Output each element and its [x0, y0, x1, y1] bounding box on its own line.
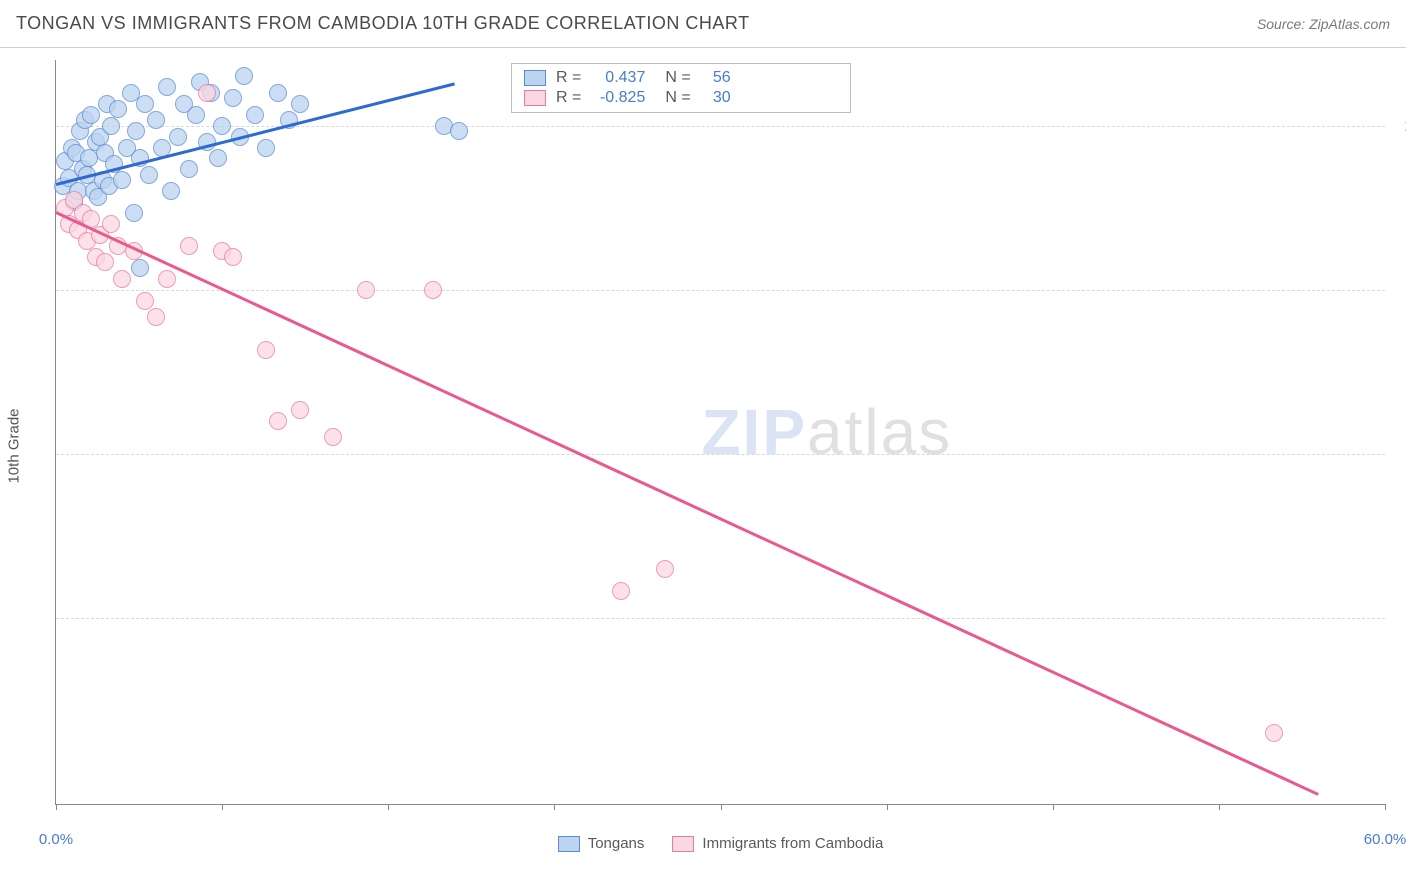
n-value-cambodia: 30 [701, 89, 731, 107]
data-point-tongans [235, 67, 253, 85]
data-point-tongans [109, 100, 127, 118]
x-tick-mark [56, 804, 57, 810]
data-point-tongans [131, 259, 149, 277]
gridline-h [56, 126, 1385, 127]
y-tick-label: 55.0% [1395, 610, 1406, 627]
data-point-cambodia [257, 341, 275, 359]
data-point-tongans [147, 111, 165, 129]
y-axis-label: 10th Grade [6, 408, 23, 483]
watermark-zip: ZIP [701, 396, 807, 468]
data-point-cambodia [224, 248, 242, 266]
y-tick-label: 100.0% [1395, 117, 1406, 134]
gridline-h [56, 290, 1385, 291]
watermark: ZIPatlas [701, 395, 952, 469]
y-tick-label: 70.0% [1395, 445, 1406, 462]
data-point-cambodia [102, 215, 120, 233]
data-point-tongans [82, 106, 100, 124]
data-point-tongans [169, 128, 187, 146]
n-label: N = [665, 89, 690, 107]
r-label: R = [556, 69, 581, 87]
data-point-tongans [213, 117, 231, 135]
data-point-cambodia [198, 84, 216, 102]
x-tick-label: 0.0% [39, 831, 73, 848]
swatch-cambodia [524, 90, 546, 106]
data-point-tongans [162, 182, 180, 200]
data-point-tongans [127, 122, 145, 140]
legend-item-tongans: Tongans [558, 835, 645, 852]
legend-swatch-tongans [558, 836, 580, 852]
data-point-tongans [136, 95, 154, 113]
n-label: N = [665, 69, 690, 87]
data-point-tongans [180, 160, 198, 178]
x-tick-mark [1219, 804, 1220, 810]
legend-label-tongans: Tongans [588, 835, 645, 852]
data-point-tongans [125, 204, 143, 222]
data-point-tongans [257, 139, 275, 157]
data-point-cambodia [612, 582, 630, 600]
x-tick-mark [222, 804, 223, 810]
x-tick-mark [887, 804, 888, 810]
x-tick-mark [721, 804, 722, 810]
stats-row-cambodia: R = -0.825 N = 30 [512, 88, 850, 108]
legend-label-cambodia: Immigrants from Cambodia [702, 835, 883, 852]
legend: Tongans Immigrants from Cambodia [56, 835, 1385, 852]
r-value-tongans: 0.437 [591, 69, 645, 87]
x-tick-label: 60.0% [1364, 831, 1406, 848]
data-point-cambodia [113, 270, 131, 288]
data-point-cambodia [291, 401, 309, 419]
data-point-tongans [158, 78, 176, 96]
legend-swatch-cambodia [672, 836, 694, 852]
chart-title: TONGAN VS IMMIGRANTS FROM CAMBODIA 10TH … [16, 13, 750, 34]
data-point-cambodia [96, 253, 114, 271]
data-point-cambodia [269, 412, 287, 430]
data-point-tongans [269, 84, 287, 102]
r-label: R = [556, 89, 581, 107]
data-point-cambodia [136, 292, 154, 310]
trend-line-cambodia [55, 211, 1319, 795]
source-name: ZipAtlas.com [1309, 16, 1390, 32]
data-point-tongans [209, 149, 227, 167]
data-point-tongans [224, 89, 242, 107]
data-point-tongans [246, 106, 264, 124]
x-tick-mark [388, 804, 389, 810]
data-point-cambodia [1265, 724, 1283, 742]
x-tick-mark [554, 804, 555, 810]
gridline-h [56, 618, 1385, 619]
data-point-tongans [450, 122, 468, 140]
swatch-tongans [524, 70, 546, 86]
y-tick-label: 85.0% [1395, 281, 1406, 298]
data-point-cambodia [424, 281, 442, 299]
x-tick-mark [1385, 804, 1386, 810]
watermark-atlas: atlas [807, 396, 952, 468]
data-point-tongans [291, 95, 309, 113]
data-point-cambodia [357, 281, 375, 299]
chart-header: TONGAN VS IMMIGRANTS FROM CAMBODIA 10TH … [0, 0, 1406, 48]
data-point-tongans [140, 166, 158, 184]
data-point-tongans [187, 106, 205, 124]
data-point-cambodia [324, 428, 342, 446]
r-value-cambodia: -0.825 [591, 89, 645, 107]
data-point-cambodia [147, 308, 165, 326]
data-point-tongans [102, 117, 120, 135]
source-attribution: Source: ZipAtlas.com [1257, 16, 1390, 32]
data-point-cambodia [158, 270, 176, 288]
scatter-chart: ZIPatlas R =0.437N =56R =-0.825N =30 Ton… [55, 60, 1385, 805]
correlation-stats-box: R = 0.437 N = 56 R = -0.825 N = 30 [511, 63, 851, 113]
stats-row-tongans: R = 0.437 N = 56 [512, 68, 850, 88]
data-point-tongans [113, 171, 131, 189]
data-point-cambodia [180, 237, 198, 255]
source-prefix: Source: [1257, 16, 1309, 32]
gridline-h [56, 454, 1385, 455]
n-value-tongans: 56 [701, 69, 731, 87]
data-point-cambodia [656, 560, 674, 578]
x-tick-mark [1053, 804, 1054, 810]
legend-item-cambodia: Immigrants from Cambodia [672, 835, 883, 852]
